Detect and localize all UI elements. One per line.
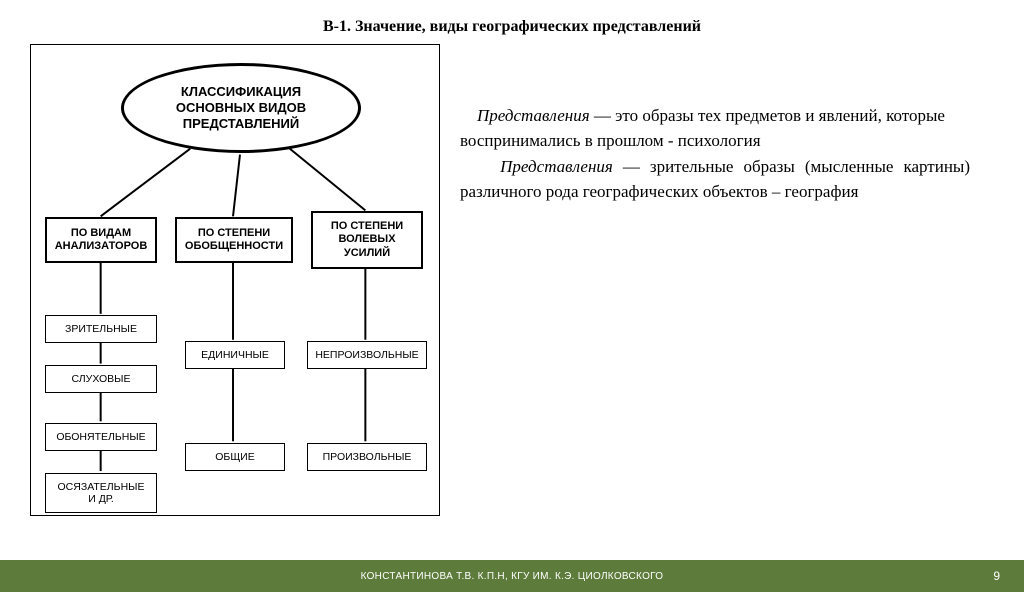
definitions-block: Представления — это образы тех предметов… (460, 104, 970, 516)
diagram-leaf: ОСЯЗАТЕЛЬНЫЕИ ДР. (45, 473, 157, 513)
footer-author: КОНСТАНТИНОВА Т.В. К.П.Н, КГУ ИМ. К.Э. Ц… (361, 571, 664, 582)
diagram-leaf: ОБОНЯТЕЛЬНЫЕ (45, 423, 157, 451)
definition-2: Представления — зрительные образы (мысле… (460, 155, 970, 204)
diagram-category: ПО СТЕПЕНИОБОБЩЕННОСТИ (175, 217, 293, 263)
diagram-category: ПО СТЕПЕНИВОЛЕВЫХУСИЛИЙ (311, 211, 423, 269)
term-2: Представления (500, 157, 613, 176)
footer-bar: КОНСТАНТИНОВА Т.В. К.П.Н, КГУ ИМ. К.Э. Ц… (0, 560, 1024, 592)
definition-1: Представления — это образы тех предметов… (460, 104, 970, 153)
diagram-leaf: НЕПРОИЗВОЛЬНЫЕ (307, 341, 427, 369)
diagram-category: ПО ВИДАМАНАЛИЗАТОРОВ (45, 217, 157, 263)
diagram-leaf: ЕДИНИЧНЫЕ (185, 341, 285, 369)
diagram-leaf: СЛУХОВЫЕ (45, 365, 157, 393)
diagram-leaf: ЗРИТЕЛЬНЫЕ (45, 315, 157, 343)
page-title: В-1. Значение, виды географических предс… (0, 18, 1024, 36)
classification-diagram: КЛАССИФИКАЦИЯОСНОВНЫХ ВИДОВПРЕДСТАВЛЕНИЙ… (30, 44, 440, 516)
page-number: 9 (993, 560, 1000, 592)
diagram-root: КЛАССИФИКАЦИЯОСНОВНЫХ ВИДОВПРЕДСТАВЛЕНИЙ (121, 63, 361, 153)
diagram-leaf: ПРОИЗВОЛЬНЫЕ (307, 443, 427, 471)
term-1: Представления (477, 106, 590, 125)
content-row: КЛАССИФИКАЦИЯОСНОВНЫХ ВИДОВПРЕДСТАВЛЕНИЙ… (0, 44, 1024, 516)
diagram-leaf: ОБЩИЕ (185, 443, 285, 471)
